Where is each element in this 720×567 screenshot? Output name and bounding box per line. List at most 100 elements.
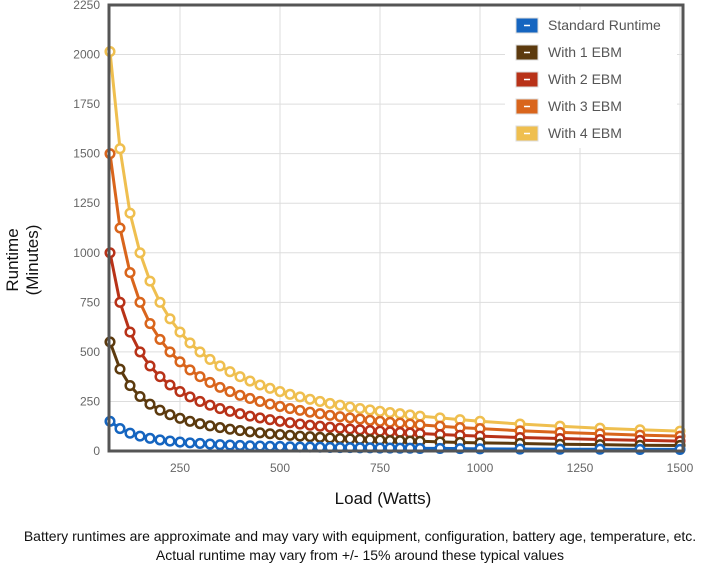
- data-point: [154, 371, 166, 383]
- data-point: [144, 360, 156, 372]
- data-point: [254, 379, 266, 391]
- grid: [109, 4, 683, 452]
- data-point: [234, 371, 246, 383]
- data-point: [204, 353, 216, 365]
- data-point: [124, 380, 136, 392]
- data-point: [114, 363, 126, 375]
- data-point: [194, 418, 206, 430]
- data-point: [314, 408, 326, 420]
- data-point: [214, 422, 226, 434]
- data-point: [274, 400, 286, 412]
- data-point: [254, 412, 266, 424]
- data-point: [284, 429, 296, 441]
- data-point: [264, 414, 276, 426]
- data-point: [114, 296, 126, 308]
- data-point: [304, 419, 316, 431]
- data-point: [354, 424, 366, 436]
- data-point: [414, 410, 426, 422]
- data-point: [384, 416, 396, 428]
- data-point: [344, 433, 356, 445]
- y-tick-label: 1750: [73, 97, 100, 111]
- data-point: [264, 428, 276, 440]
- data-point: [264, 398, 276, 410]
- data-point: [354, 413, 366, 425]
- y-axis-title-line1: Runtime: [3, 228, 22, 291]
- legend: Standard Runtime With 1 EBM With 2 EBM With…: [505, 10, 677, 148]
- x-tick-label: 1000: [467, 461, 494, 475]
- data-point: [244, 426, 256, 438]
- data-point: [344, 412, 356, 424]
- data-point: [274, 385, 286, 398]
- x-tick-label: 1250: [567, 461, 594, 475]
- data-point: [334, 422, 346, 434]
- series-line: [108, 153, 681, 438]
- data-point: [234, 389, 246, 401]
- x-tick-label: 250: [170, 461, 190, 475]
- data-point: [144, 432, 156, 444]
- data-point: [264, 440, 276, 452]
- data-point: [314, 395, 326, 407]
- data-point: [274, 428, 286, 441]
- runtime-chart: 0 250 500 750 1000 1250 1500 1750 2000 2250 250 50…: [3, 0, 694, 508]
- data-point: [214, 360, 226, 372]
- y-tick-label: 2000: [73, 48, 100, 62]
- data-point: [364, 425, 376, 437]
- data-point: [344, 401, 356, 413]
- y-tick-label: 250: [80, 394, 100, 408]
- data-point: [134, 390, 146, 403]
- data-point: [414, 419, 426, 431]
- data-point: [134, 346, 146, 358]
- data-point: [404, 409, 416, 421]
- data-point: [244, 440, 256, 452]
- data-point: [154, 404, 166, 416]
- y-tick-label: 750: [80, 295, 100, 309]
- data-point: [264, 382, 276, 394]
- legend-label: Standard Runtime: [548, 17, 661, 33]
- y-tick-label: 2250: [73, 0, 100, 12]
- data-point: [124, 207, 136, 219]
- data-point: [324, 421, 336, 433]
- data-point: [154, 434, 166, 446]
- data-point: [174, 326, 186, 338]
- footer-note-1: Battery runtimes are approximate and may…: [23, 528, 697, 544]
- series-group: [104, 46, 686, 455]
- series-1: [104, 336, 686, 451]
- data-point: [304, 431, 316, 443]
- data-point: [184, 337, 196, 349]
- data-point: [294, 404, 306, 416]
- data-point: [174, 356, 186, 368]
- data-point: [194, 346, 206, 358]
- data-point: [114, 423, 126, 435]
- data-point: [164, 409, 176, 421]
- data-point: [284, 417, 296, 429]
- y-axis-title-line2: (Minutes): [23, 225, 42, 296]
- data-point: [294, 418, 306, 430]
- data-point: [234, 439, 246, 451]
- data-point: [214, 403, 226, 415]
- data-point: [254, 395, 266, 407]
- data-point: [174, 385, 186, 398]
- data-point: [364, 414, 376, 426]
- data-point: [334, 411, 346, 423]
- data-point: [374, 425, 386, 437]
- data-point: [164, 435, 176, 447]
- data-point: [184, 391, 196, 403]
- data-point: [374, 415, 386, 427]
- data-point: [394, 408, 406, 420]
- data-point: [384, 406, 396, 419]
- data-point: [134, 430, 146, 442]
- data-point: [214, 439, 226, 451]
- data-point: [114, 143, 126, 155]
- data-point: [204, 399, 216, 411]
- data-point: [224, 405, 236, 417]
- y-tick-label: 1000: [73, 246, 100, 260]
- data-point: [164, 346, 176, 358]
- data-point: [324, 409, 336, 421]
- data-point: [244, 410, 256, 422]
- data-point: [154, 296, 166, 308]
- y-tick-label: 1250: [73, 196, 100, 210]
- data-point: [224, 366, 236, 378]
- data-point: [304, 393, 316, 405]
- data-point: [294, 430, 306, 442]
- data-point: [284, 388, 296, 400]
